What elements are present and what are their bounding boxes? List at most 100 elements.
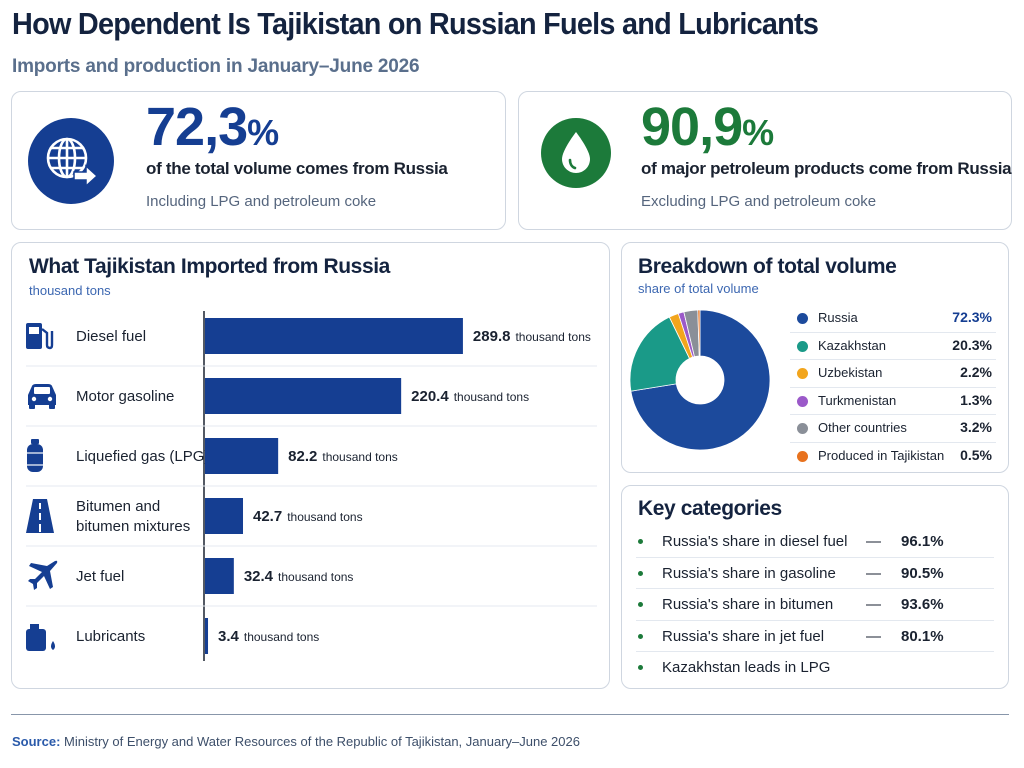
bar: [205, 498, 244, 534]
legend-dot-icon: [797, 450, 808, 462]
key-categories-card: Key categories Russia's share in diesel …: [621, 485, 1009, 689]
bar-category-label: Bitumen and bitumen mixtures: [76, 498, 190, 535]
russia-total-share-note: Including LPG and petroleum coke: [146, 193, 377, 210]
key-item: Kazakhstan leads in LPG: [636, 652, 994, 684]
bar-value-label: 3.4 thousand tons: [218, 628, 319, 645]
key-item: Russia's share in bitumen — 93.6%: [636, 589, 994, 621]
russia-major-products-share-card: 90,9% of major petroleum products come f…: [518, 91, 1012, 230]
key-item-text: Russia's share in bitumen: [662, 596, 834, 613]
legend-value: 2.2%: [960, 364, 992, 380]
bullet-icon: [638, 539, 643, 544]
globe-arrow-icon: [28, 118, 114, 204]
donut-slice: [629, 316, 691, 392]
bullet-icon: [638, 570, 643, 576]
key-item-value: 93.6%: [901, 596, 944, 613]
bullet-icon: [638, 633, 643, 639]
bar: [205, 618, 209, 654]
legend-item: Russia 72.3%: [790, 305, 996, 333]
legend-label: Other countries: [818, 420, 907, 435]
breakdown-legend: Russia 72.3% Kazakhstan 20.3% Uzbekistan 2.2%…: [790, 305, 996, 470]
key-item: Russia's share in diesel fuel — 96.1%: [636, 526, 994, 558]
legend-item: Other countries 3.2%: [790, 415, 996, 443]
key-categories-list: Russia's share in diesel fuel — 96.1% Russ…: [636, 526, 994, 684]
key-item-text: Kazakhstan leads in LPG: [662, 659, 831, 676]
gas-cylinder-icon: [27, 439, 43, 472]
bar-value-label: 289.8 thousand tons: [473, 328, 591, 345]
legend-label: Kazakhstan: [818, 337, 886, 353]
russia-major-products-share-value: 90,9%: [641, 97, 774, 157]
imports-chart-title: What Tajikistan Imported from Russia: [29, 255, 390, 278]
russia-total-share-value: 72,3%: [146, 97, 279, 157]
bar: [205, 438, 279, 474]
legend-label: Produced in Tajikistan: [818, 447, 945, 463]
key-item-dash: —: [866, 564, 881, 582]
legend-value: 3.2%: [960, 419, 992, 435]
key-item-text: Russia's share in diesel fuel: [662, 533, 848, 550]
legend-value: 1.3%: [960, 391, 992, 408]
bar-value-label: 42.7 thousand tons: [253, 508, 363, 525]
oil-drop-icon: [541, 118, 611, 188]
footer-divider: [11, 714, 1009, 715]
car-icon: [28, 384, 56, 409]
breakdown-donut-chart: [629, 309, 771, 451]
donut-slice: [630, 309, 771, 451]
key-item-text: Russia's share in gasoline: [662, 564, 836, 582]
legend-label: Russia: [818, 310, 858, 325]
russia-total-share-description: of the total volume comes from Russia: [146, 159, 448, 178]
legend-dot-icon: [797, 423, 808, 434]
bar: [205, 318, 463, 354]
bar-category-label: Jet fuel: [76, 568, 124, 585]
imports-bar-chart: Diesel fuel 289.8 thousand tons Motor gasol…: [26, 311, 597, 661]
bar-category-label: Liquefied gas (LPG): [76, 448, 209, 465]
donut-slice: [697, 309, 701, 357]
legend-value: 20.3%: [952, 336, 992, 353]
key-item-dash: —: [866, 596, 881, 613]
legend-dot-icon: [797, 368, 808, 379]
legend-value: 72.3%: [952, 309, 992, 325]
imports-chart-unit: thousand tons: [29, 283, 111, 298]
legend-item: Turkmenistan 1.3%: [790, 388, 996, 415]
bullet-icon: [638, 665, 643, 670]
legend-dot-icon: [797, 395, 808, 407]
key-item-text: Russia's share in jet fuel: [662, 627, 825, 645]
source-note: Source: Ministry of Energy and Water Res…: [12, 734, 580, 749]
russia-total-share-card: 72,3% of the total volume comes from Rus…: [11, 91, 506, 230]
legend-value: 0.5%: [960, 446, 992, 463]
key-categories-title: Key categories: [638, 497, 782, 520]
key-item-value: 90.5%: [901, 564, 944, 582]
legend-dot-icon: [797, 313, 808, 324]
key-item: Russia's share in gasoline — 90.5%: [636, 558, 994, 589]
bar-value-label: 220.4 thousand tons: [411, 388, 529, 405]
key-item-dash: —: [866, 627, 881, 645]
breakdown-subtitle: share of total volume: [638, 281, 759, 296]
key-item: Russia's share in jet fuel — 80.1%: [636, 621, 994, 652]
bar-value-label: 32.4 thousand tons: [244, 568, 354, 585]
russia-major-products-share-description: of major petroleum products come from Ru…: [641, 159, 1012, 178]
bar-category-label: Diesel fuel: [76, 328, 146, 345]
breakdown-donut-card: Breakdown of total volume share of total…: [621, 242, 1009, 473]
bar: [205, 378, 402, 414]
legend-item: Produced in Tajikistan 0.5%: [790, 443, 996, 471]
legend-item: Kazakhstan 20.3%: [790, 333, 996, 360]
airplane-icon: [28, 560, 58, 590]
bullet-icon: [638, 602, 643, 607]
bar-category-label: Motor gasoline: [76, 388, 174, 405]
page-title: How Dependent Is Tajikistan on Russian F…: [12, 6, 819, 41]
road-icon: [26, 499, 54, 533]
fuel-pump-icon: [26, 323, 54, 350]
key-item-value: 80.1%: [901, 627, 944, 645]
legend-label: Turkmenistan: [818, 392, 897, 408]
bar-category-label: Lubricants: [76, 628, 145, 645]
key-item-dash: —: [866, 533, 881, 550]
bar: [205, 558, 234, 594]
russia-major-products-share-note: Excluding LPG and petroleum coke: [641, 193, 877, 210]
page-subtitle: Imports and production in January–June 2…: [12, 56, 420, 77]
breakdown-title: Breakdown of total volume: [638, 255, 897, 278]
legend-item: Uzbekistan 2.2%: [790, 360, 996, 388]
legend-dot-icon: [797, 340, 808, 352]
bar-value-label: 82.2 thousand tons: [288, 448, 398, 465]
imports-bar-chart-card: What Tajikistan Imported from Russia tho…: [11, 242, 610, 689]
legend-label: Uzbekistan: [818, 365, 883, 380]
oil-can-icon: [26, 624, 55, 651]
key-item-value: 96.1%: [901, 533, 944, 550]
